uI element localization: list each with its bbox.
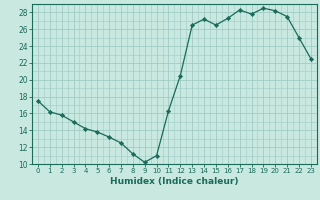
X-axis label: Humidex (Indice chaleur): Humidex (Indice chaleur) <box>110 177 239 186</box>
